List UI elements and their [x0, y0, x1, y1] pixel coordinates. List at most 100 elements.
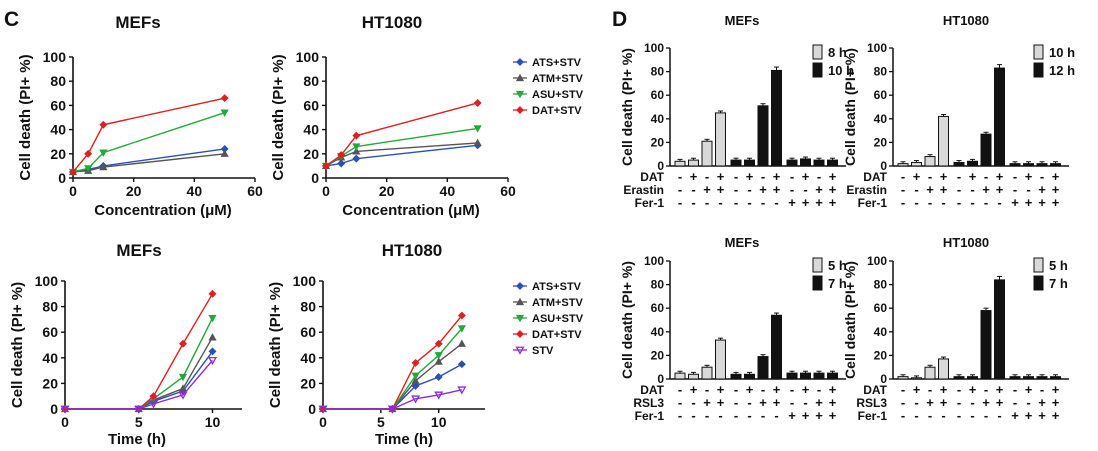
treatment-sign: -	[761, 169, 765, 184]
bar-dark	[730, 159, 742, 167]
bar-light	[897, 163, 909, 167]
treatment-label: RSL3	[856, 396, 887, 410]
treatment-sign: -	[747, 395, 751, 410]
y-tick-label: 40	[300, 350, 316, 366]
y-tick-label: 80	[42, 299, 58, 315]
data-point-stv	[457, 386, 467, 395]
bar-light	[938, 358, 949, 380]
x-tick-label: 0	[61, 414, 69, 430]
data-point-stv	[411, 395, 421, 404]
legend-label: ASU+STV	[532, 89, 584, 101]
treatment-sign: -	[1026, 395, 1030, 410]
treatment-sign: +	[746, 169, 754, 184]
y-tick-label: 0	[657, 159, 664, 173]
data-point-atm-stv	[434, 357, 443, 365]
data-point-stv	[178, 391, 188, 400]
x-tick-label: 60	[500, 183, 516, 199]
treatment-sign: +	[717, 395, 725, 410]
data-point-atm-stv	[208, 333, 217, 341]
data-point-ats-stv	[411, 381, 420, 390]
bar-light	[688, 159, 699, 167]
legend-label: ASU+STV	[532, 313, 584, 325]
bar-dark	[757, 105, 769, 167]
bar-dark	[967, 376, 978, 380]
treatment-sign: -	[705, 195, 709, 210]
treatment-sign: -	[705, 408, 709, 423]
y-tick-label: 0	[880, 372, 887, 386]
y-tick-label: 80	[874, 65, 888, 79]
y-axis-label: Cell death (PI+ %)	[619, 261, 635, 379]
treatment-sign: +	[815, 182, 823, 197]
legend-label: 5 h	[828, 258, 847, 273]
chart-title: MEFs	[725, 235, 760, 250]
treatment-sign: -	[901, 169, 905, 184]
treatment-sign: -	[747, 195, 751, 210]
y-tick-label: 100	[35, 273, 59, 289]
treatment-sign: +	[1038, 395, 1046, 410]
bar-dark	[1036, 376, 1048, 380]
legend-swatch	[812, 62, 823, 78]
data-point-asu-stv	[411, 372, 420, 380]
x-tick-label: 5	[377, 414, 385, 430]
treatment-sign: +	[690, 382, 698, 397]
treatment-sign: -	[718, 408, 722, 423]
data-point-dat-stv	[473, 99, 482, 107]
legend-label: STV	[532, 345, 554, 357]
bar-light	[715, 112, 726, 167]
treatment-sign: +	[1052, 195, 1060, 210]
y-tick-label: 60	[651, 88, 665, 102]
treatment-sign: -	[984, 408, 988, 423]
chart-title: HT1080	[362, 13, 422, 32]
bar-dark	[744, 373, 755, 380]
treatment-sign: +	[1011, 408, 1019, 423]
y-tick-label: 20	[651, 348, 665, 362]
treatment-sign: +	[1025, 195, 1033, 210]
y-tick-label: 100	[296, 49, 320, 65]
x-tick-label: 20	[379, 183, 395, 199]
treatment-sign: -	[941, 408, 945, 423]
chart-title: HT1080	[382, 241, 442, 260]
x-tick-label: 0	[322, 183, 330, 199]
legend-label: ATM+STV	[532, 73, 583, 85]
treatment-sign: +	[815, 408, 823, 423]
data-point-dat-stv	[220, 94, 229, 103]
y-tick-label: 80	[651, 65, 665, 79]
data-point-ats-stv	[516, 58, 524, 66]
treatment-sign: +	[1052, 382, 1060, 397]
y-axis-label: Cell death (PI+ %)	[267, 282, 284, 408]
legend-swatch	[812, 44, 823, 60]
treatment-sign: +	[829, 169, 837, 184]
x-tick-label: 0	[69, 183, 77, 199]
data-point-stv	[60, 405, 70, 414]
treatment-sign: -	[803, 182, 807, 197]
bar-dark	[1050, 163, 1061, 167]
data-point-stv	[148, 400, 159, 409]
data-point-ats-stv	[337, 159, 346, 168]
y-tick-label: 40	[42, 350, 58, 366]
treatment-sign: +	[746, 382, 754, 397]
treatment-sign: +	[703, 182, 711, 197]
treatment-sign: -	[718, 195, 722, 210]
x-tick-label: 60	[247, 183, 263, 199]
data-point-ats-stv	[434, 373, 443, 381]
treatment-label: DAT	[863, 170, 887, 184]
data-point-stv	[318, 405, 328, 414]
bar-light	[674, 372, 686, 380]
treatment-sign: +	[759, 182, 767, 197]
bar-dark	[757, 356, 769, 380]
treatment-sign: -	[774, 195, 778, 210]
y-tick-label: 40	[651, 325, 665, 339]
treatment-sign: +	[996, 169, 1004, 184]
y-axis-label: Cell death (PI+ %)	[842, 261, 858, 379]
treatment-sign: +	[996, 395, 1004, 410]
bar-light	[924, 366, 936, 380]
treatment-sign: -	[997, 195, 1001, 210]
bar-dark	[1009, 376, 1021, 380]
treatment-sign: -	[817, 169, 821, 184]
treatment-sign: -	[1013, 382, 1017, 397]
treatment-sign: +	[788, 408, 796, 423]
bar-dark	[771, 314, 782, 380]
data-point-atm-stv	[411, 376, 420, 384]
treatment-sign: +	[969, 382, 977, 397]
y-tick-label: 100	[867, 41, 887, 55]
